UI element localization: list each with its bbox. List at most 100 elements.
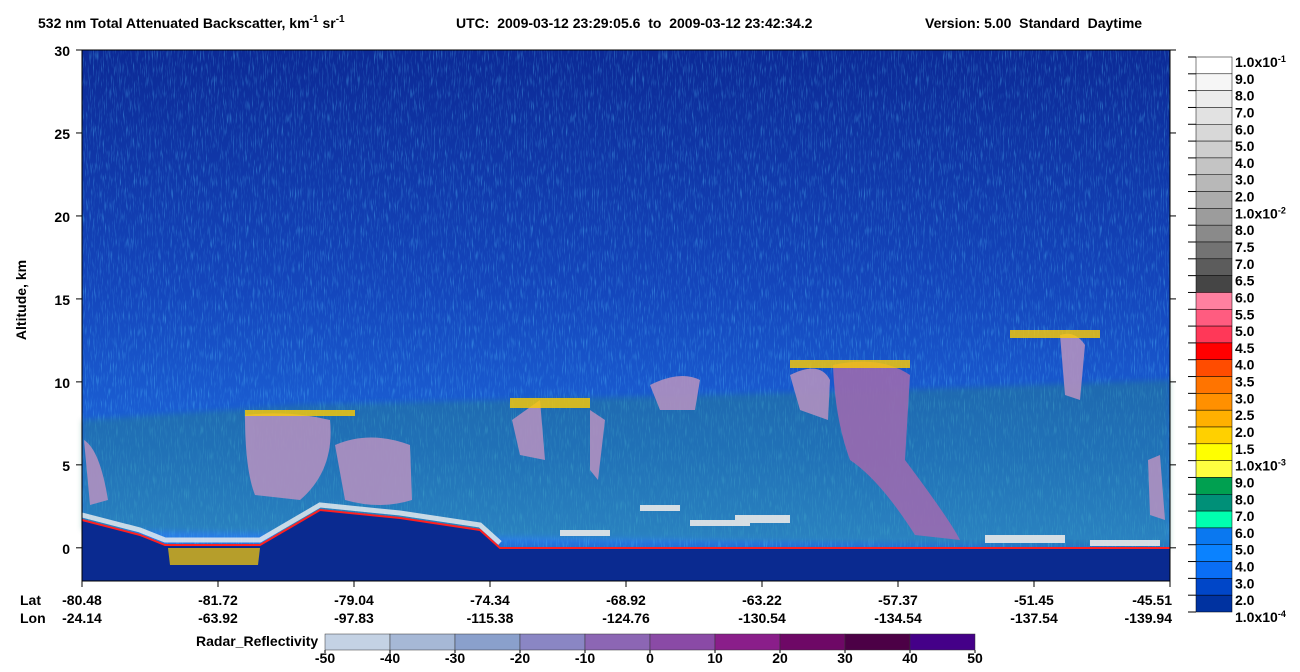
- radar-label: Radar_Reflectivity: [196, 633, 318, 649]
- colorbar-tick-label: 5.0: [1235, 323, 1255, 339]
- colorbar-tick-label: 8.0: [1235, 222, 1255, 238]
- x-tick-label: -57.37: [878, 592, 918, 608]
- colorbar-box: [1195, 443, 1233, 461]
- colorbar-box: [1195, 409, 1233, 428]
- radar-tick-label: 50: [967, 650, 983, 666]
- x-tick-label: -81.72: [198, 592, 238, 608]
- colorbar-box: [1195, 174, 1233, 192]
- colorbar-box: [1195, 124, 1233, 142]
- colorbar-tick-exponent: -2: [1278, 205, 1286, 215]
- colorbar-tick-label: 3.0: [1235, 575, 1255, 591]
- colorbar-tick-label: 4.0: [1235, 559, 1255, 575]
- colorbar-box: [1195, 510, 1233, 529]
- colorbar-tick-text: 2.0: [1235, 189, 1255, 205]
- colorbar-tick-label: 2.5: [1235, 407, 1255, 423]
- colorbar-tick-text: 1.0x10: [1235, 205, 1278, 221]
- colorbar-box: [1195, 477, 1233, 495]
- y-tick-label: 25: [54, 126, 70, 142]
- y-axis-label: Altitude, km: [13, 260, 29, 340]
- radar-box: [714, 633, 781, 651]
- x-tick-label: -130.54: [738, 610, 786, 626]
- colorbar-box: [1195, 460, 1233, 478]
- colorbar-box: [1195, 241, 1233, 260]
- colorbar-tick-text: 6.0: [1235, 121, 1255, 137]
- colorbar-tick-label: 7.0: [1235, 508, 1255, 524]
- radar-tick-label: -10: [575, 650, 595, 666]
- radar-tick-label: -50: [315, 650, 335, 666]
- colorbar-tick-label: 7.5: [1235, 239, 1255, 255]
- colorbar-box: [1195, 426, 1233, 445]
- colorbar-tick-label: 8.0: [1235, 88, 1255, 104]
- y-tick-label: 5: [62, 458, 70, 474]
- colorbar-box: [1195, 342, 1233, 360]
- y-tick-label: 20: [54, 209, 70, 225]
- colorbar-tick-label: 2.0: [1235, 189, 1255, 205]
- colorbar-box: [1195, 208, 1233, 226]
- colorbar-tick-label: 3.0: [1235, 172, 1255, 188]
- colorbar-box: [1195, 56, 1233, 75]
- colorbar-tick-label: 9.0: [1235, 474, 1255, 490]
- colorbar-tick-label: 4.5: [1235, 340, 1255, 356]
- colorbar-tick-text: 1.0x10: [1235, 458, 1278, 474]
- colorbar-box: [1195, 544, 1233, 562]
- colorbar-tick-text: 4.5: [1235, 340, 1255, 356]
- colorbar-tick-text: 8.0: [1235, 491, 1255, 507]
- radar-box: [324, 633, 391, 651]
- colorbar-tick-text: 1.0x10: [1235, 609, 1278, 625]
- x-tick-label: -45.51: [1132, 592, 1172, 608]
- colorbar-box: [1195, 73, 1233, 91]
- colorbar-tick-label: 5.0: [1235, 542, 1255, 558]
- x-tick-label: -124.76: [602, 610, 650, 626]
- x-tick-label: -24.14: [62, 610, 102, 626]
- x-tick-label: -79.04: [334, 592, 374, 608]
- colorbar-tick-label: 6.0: [1235, 121, 1255, 137]
- colorbar-box: [1195, 376, 1233, 394]
- colorbar-tick-text: 2.0: [1235, 424, 1255, 440]
- colorbar-box: [1195, 140, 1233, 159]
- colorbar-tick-text: 9.0: [1235, 71, 1255, 87]
- x-tick-label: -68.92: [606, 592, 646, 608]
- colorbar-tick-label: 1.0x10-3: [1235, 458, 1286, 474]
- colorbar-tick-text: 8.0: [1235, 88, 1255, 104]
- colorbar-tick-text: 5.0: [1235, 323, 1255, 339]
- colorbar-tick-text: 5.0: [1235, 138, 1255, 154]
- colorbar-tick-label: 9.0: [1235, 71, 1255, 87]
- x-tick-label: -134.54: [874, 610, 922, 626]
- colorbar-tick-label: 1.0x10-2: [1235, 205, 1286, 221]
- colorbar-tick-text: 4.0: [1235, 357, 1255, 373]
- colorbar-tick-label: 1.0x10-1: [1235, 54, 1286, 70]
- colorbar-tick-text: 7.0: [1235, 256, 1255, 272]
- radar-tick-label: 40: [902, 650, 918, 666]
- x-tick-label: -97.83: [334, 610, 374, 626]
- chart-title: 532 nm Total Attenuated Backscatter, km-…: [38, 14, 345, 31]
- x-tick-label: -51.45: [1014, 592, 1054, 608]
- x-tick-label: -115.38: [467, 610, 514, 626]
- radar-box: [454, 633, 521, 651]
- colorbar-tick-text: 3.5: [1235, 374, 1255, 390]
- colorbar-tick-text: 3.0: [1235, 390, 1255, 406]
- colorbar-tick-exponent: -4: [1278, 609, 1286, 619]
- x-tick-label: -137.54: [1010, 610, 1058, 626]
- colorbar-box: [1195, 275, 1233, 293]
- colorbar-tick-text: 3.0: [1235, 172, 1255, 188]
- colorbar-tick-text: 3.0: [1235, 575, 1255, 591]
- colorbar-box: [1195, 224, 1233, 243]
- colorbar-tick-label: 8.0: [1235, 491, 1255, 507]
- colorbar-tick-text: 8.0: [1235, 222, 1255, 238]
- radar-tick-label: -20: [510, 650, 530, 666]
- radar-box: [519, 633, 586, 651]
- colorbar-box: [1195, 594, 1233, 613]
- colorbar-tick-label: 7.0: [1235, 256, 1255, 272]
- colorbar-box: [1195, 527, 1233, 545]
- radar-box: [779, 633, 846, 651]
- colorbar-box: [1195, 359, 1233, 377]
- radar-tick-label: -30: [445, 650, 465, 666]
- colorbar-tick-text: 6.5: [1235, 273, 1255, 289]
- radar-tick-label: -40: [380, 650, 400, 666]
- colorbar-box: [1195, 90, 1233, 108]
- colorbar-tick-exponent: -3: [1278, 458, 1286, 468]
- colorbar-tick-label: 1.5: [1235, 441, 1255, 457]
- colorbar-tick-text: 2.0: [1235, 592, 1255, 608]
- colorbar-tick-label: 3.0: [1235, 390, 1255, 406]
- colorbar-tick-text: 2.5: [1235, 407, 1255, 423]
